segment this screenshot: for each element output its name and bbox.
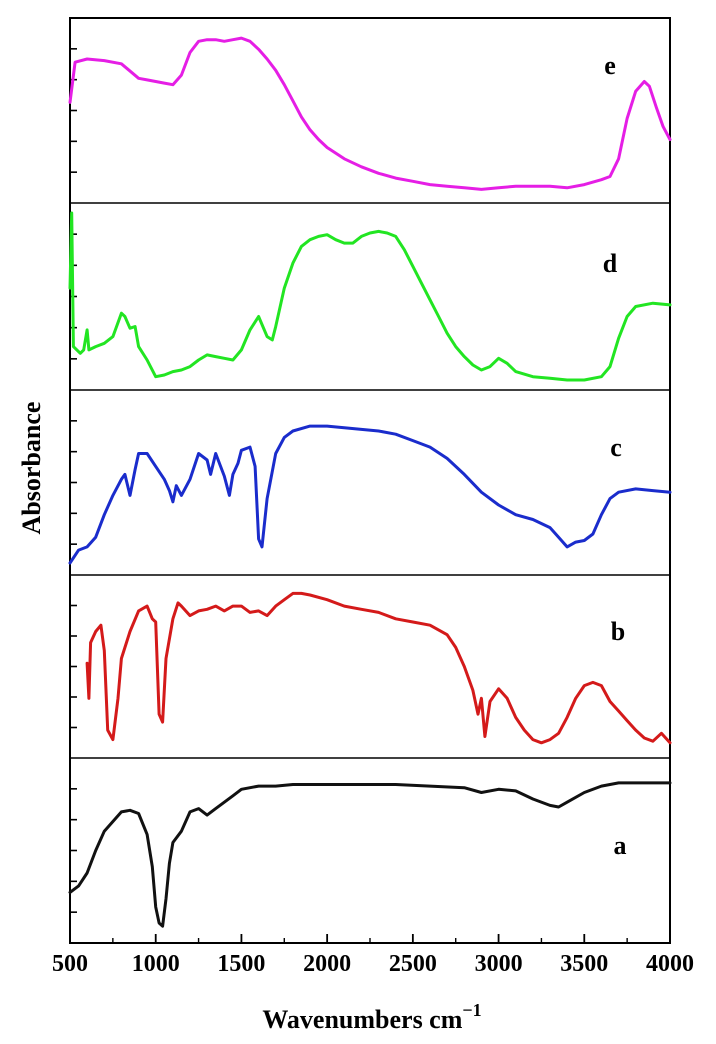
panel-label-a: a <box>614 831 627 860</box>
x-tick-label: 3000 <box>475 951 523 977</box>
panel-labels: e d c b a <box>603 51 627 860</box>
panel-label-b: b <box>611 617 625 646</box>
plot-frame <box>69 17 671 944</box>
x-axis-label: Wavenumbers cm−1 <box>262 1000 481 1034</box>
x-tick-label: 4000 <box>646 951 694 977</box>
panel-separators <box>70 202 670 759</box>
x-tick-label: 2000 <box>303 951 351 977</box>
y-axis-label: Absorbance <box>17 402 46 535</box>
x-tick-label: 1500 <box>217 951 265 977</box>
x-axis-ticks: 500 1000 1500 2000 2500 3000 3500 4000 <box>52 934 694 977</box>
series-line-e <box>68 36 672 191</box>
x-tick-label: 3500 <box>560 951 608 977</box>
x-tick-label: 2500 <box>389 951 437 977</box>
x-axis-label-text: Wavenumbers cm <box>262 1005 462 1034</box>
series-line-d <box>68 211 672 382</box>
panel-label-e: e <box>604 51 616 80</box>
x-tick-label: 1000 <box>132 951 180 977</box>
y-axis-ticks <box>70 48 77 913</box>
series-line-c <box>68 424 672 565</box>
panel-label-c: c <box>610 433 622 462</box>
spectra-series <box>68 36 672 928</box>
panel-label-d: d <box>603 249 618 278</box>
x-axis-label-exponent: −1 <box>462 1000 481 1020</box>
x-tick-label: 500 <box>52 951 88 977</box>
series-line-a <box>68 781 672 928</box>
series-line-b <box>85 591 672 745</box>
